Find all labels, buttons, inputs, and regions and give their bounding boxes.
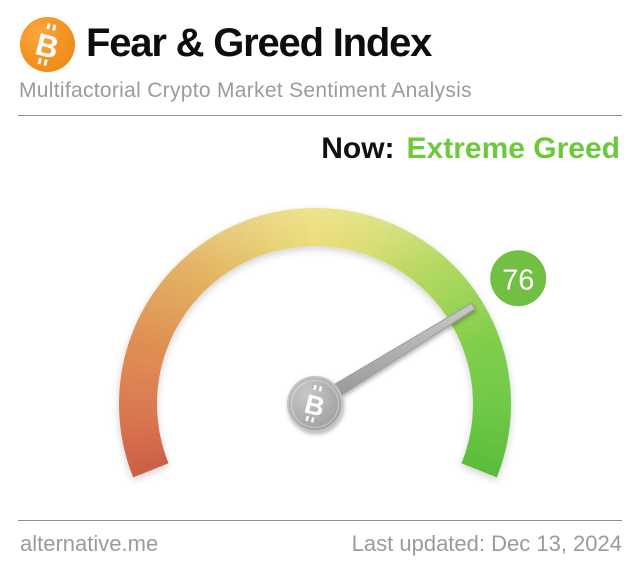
gauge-value-badge: 76 <box>490 250 547 307</box>
value-badge-circle <box>490 250 547 307</box>
bitcoin-coin-circle <box>20 17 75 72</box>
footer-divider <box>18 520 622 521</box>
fear-greed-gauge: B 76 <box>118 207 547 478</box>
header-divider <box>18 115 622 116</box>
bitcoin-hub-icon: B <box>287 376 343 432</box>
now-label: Now: <box>321 132 395 165</box>
gauge-needle: B <box>287 302 476 432</box>
sentiment-classification: Extreme Greed <box>406 132 620 165</box>
gauge-arc <box>118 207 511 478</box>
current-sentiment-line: Now: Extreme Greed <box>321 134 620 164</box>
site-name: alternative.me <box>20 531 159 556</box>
bitcoin-icon: B <box>20 17 75 72</box>
page-title: Fear & Greed Index <box>86 21 432 65</box>
gauge-value-label: 76 <box>502 264 534 296</box>
last-updated-label: Last updated: Dec 13, 2024 <box>351 531 622 556</box>
page-subtitle: Multifactorial Crypto Market Sentiment A… <box>19 79 472 102</box>
